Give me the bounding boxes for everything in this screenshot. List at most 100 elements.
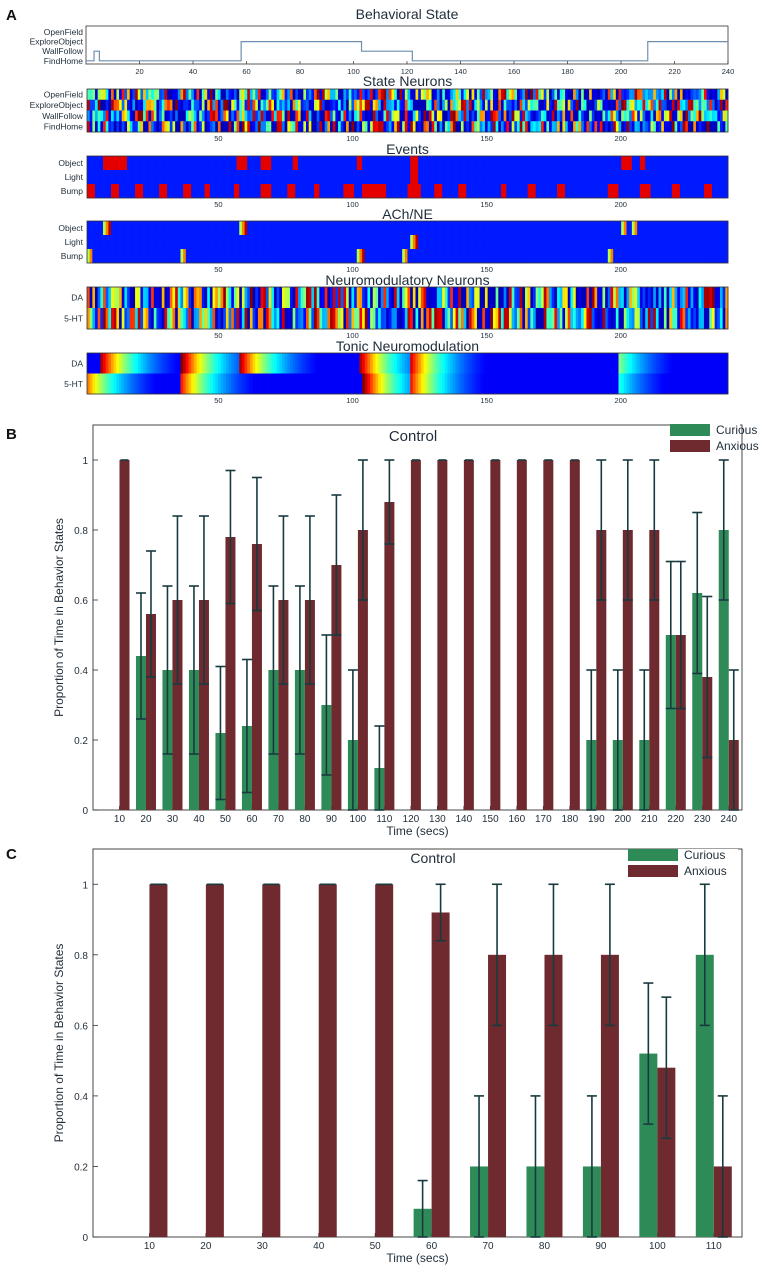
ach_ne-xtick-0: 50	[214, 265, 222, 274]
events-cell	[589, 184, 593, 199]
neuromodulatory_neurons-cell	[613, 308, 617, 330]
state_neurons-cell	[679, 99, 683, 111]
ach_ne-cell	[252, 249, 256, 264]
ach_ne-cell	[332, 249, 336, 264]
ach_ne-cell	[541, 235, 545, 250]
neuromodulatory_neurons-cell	[292, 308, 296, 330]
state_neurons-cell	[535, 99, 539, 111]
neuromodulatory_neurons-cell	[581, 287, 585, 309]
neuromodulatory_neurons-cell	[273, 287, 277, 309]
state_neurons-cell	[372, 99, 376, 111]
state_neurons-cell	[661, 110, 665, 122]
state_neurons-cell	[257, 121, 261, 133]
events-cell	[583, 170, 587, 185]
state_neurons-cell	[153, 99, 157, 111]
state_neurons-cell	[359, 110, 363, 122]
ach_ne-cell	[255, 221, 259, 236]
events-cell	[447, 170, 451, 185]
state_neurons-cell	[231, 121, 235, 133]
events-cell	[378, 156, 382, 171]
tonic_neuromodulation-cell	[225, 353, 229, 374]
ach_ne-cell	[642, 221, 646, 236]
ach_ne-cell	[105, 249, 109, 264]
events-cell	[314, 156, 318, 171]
ach_ne-cell	[351, 249, 355, 264]
state_neurons-cell	[383, 121, 387, 133]
state_neurons-cell	[725, 99, 729, 111]
state_neurons-cell	[386, 89, 390, 100]
state_neurons-cell	[148, 89, 152, 100]
tonic_neuromodulation-cell	[463, 373, 467, 395]
state_neurons-cell	[151, 89, 155, 100]
events-cell	[113, 156, 117, 171]
state_neurons-cell	[295, 121, 299, 133]
events-cell	[177, 170, 181, 185]
ach_ne-cell	[442, 235, 446, 250]
events-cell	[423, 156, 427, 171]
state_neurons-cell	[322, 89, 326, 100]
neuromodulatory_neurons-cell	[615, 287, 619, 309]
events-frame	[86, 155, 729, 199]
events-cell	[297, 156, 302, 171]
neuromodulatory_neurons-cell	[482, 287, 486, 309]
state_neurons-cell	[423, 121, 427, 133]
events-cell	[621, 156, 625, 171]
neuromodulatory_neurons-cell	[113, 308, 117, 330]
tonic_neuromodulation-cell	[260, 353, 264, 374]
events-cell	[690, 156, 694, 171]
tonic_neuromodulation-cell	[97, 353, 101, 374]
events-row-label-1: Light	[65, 172, 84, 182]
tonic_neuromodulation-cell	[653, 353, 657, 374]
state_neurons-cell	[701, 110, 705, 122]
state_neurons-cell	[541, 99, 545, 111]
events-cell	[420, 184, 424, 199]
panel_c-xtick-2: 30	[257, 1241, 269, 1252]
events-cell	[188, 184, 192, 199]
tonic_neuromodulation-cell	[367, 353, 371, 374]
neuromodulatory_neurons-cell	[220, 287, 224, 309]
events-cell	[201, 170, 205, 185]
state_neurons-cell	[308, 89, 312, 100]
state_neurons-cell	[297, 89, 302, 100]
neuromodulatory_neurons-cell	[335, 287, 339, 309]
ach_ne-cell	[92, 249, 96, 264]
state_neurons-cell	[322, 99, 326, 111]
events-cell	[233, 184, 237, 199]
state_neurons-cell	[711, 110, 715, 122]
state_neurons-cell	[113, 121, 117, 133]
ach_ne-cell	[410, 221, 414, 236]
tonic_neuromodulation-cell	[690, 353, 694, 374]
state_neurons-cell	[418, 110, 422, 122]
state_neurons-cell	[386, 99, 390, 111]
state_neurons-cell	[543, 110, 547, 122]
panel_c-plot-frame	[92, 848, 743, 1238]
neuromodulatory_neurons-cell	[719, 308, 724, 330]
state-xtick-1: 40	[189, 67, 197, 76]
neuromodulatory_neurons-cell	[239, 308, 243, 330]
state_neurons-cell	[97, 121, 101, 133]
state_neurons-cell	[207, 110, 211, 122]
state_neurons-cell	[172, 121, 176, 133]
tonic_neuromodulation-cell	[666, 373, 670, 395]
ach_ne-cell	[324, 221, 328, 236]
state_neurons-cell	[522, 99, 526, 111]
state_neurons-cell	[687, 121, 691, 133]
tonic_neuromodulation-cell	[289, 373, 294, 395]
state_neurons-cell	[402, 110, 406, 122]
state_neurons-cell	[607, 99, 611, 111]
events-cell	[613, 184, 617, 199]
neuromodulatory_neurons-cell	[476, 287, 480, 309]
ach_ne-cell	[500, 235, 504, 250]
neuromodulatory_neurons-cell	[121, 287, 125, 309]
neuromodulatory_neurons-cell	[97, 308, 101, 330]
tonic_neuromodulation-cell	[447, 373, 451, 395]
neuromodulatory_neurons-cell	[260, 287, 264, 309]
ach_ne-cell	[151, 221, 155, 236]
tonic_neuromodulation-cell	[517, 373, 521, 395]
state_neurons-cell	[311, 99, 315, 111]
neuromodulatory_neurons-cell	[674, 287, 678, 309]
state_neurons-cell	[557, 110, 561, 122]
state_neurons-cell	[212, 99, 216, 111]
state_neurons-cell	[703, 110, 707, 122]
events-cell	[129, 170, 133, 185]
